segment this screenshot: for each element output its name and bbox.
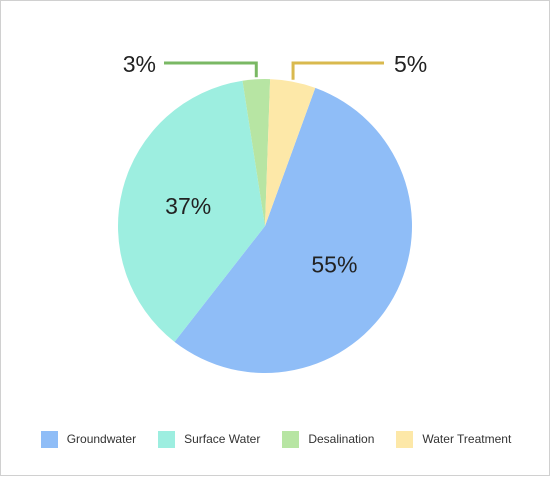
pie-slice-water-treatment <box>265 79 316 227</box>
legend-swatch-desalination <box>282 430 300 448</box>
data-label-water-treatment: 5% <box>394 51 427 77</box>
legend-label-desalination: Desalination <box>308 432 375 446</box>
pie-slice-surface-water <box>117 80 265 342</box>
legend-swatch-water-treatment <box>396 430 414 448</box>
legend-label-groundwater: Groundwater <box>66 432 137 446</box>
legend-swatch-groundwater <box>40 430 58 448</box>
legend-item-surface-water: Surface Water <box>158 430 261 448</box>
data-label-surface-water: 37% <box>165 193 211 219</box>
legend: Groundwater Surface Water Desalination Wate… <box>1 427 550 451</box>
legend-item-water-treatment: Water Treatment <box>396 430 512 448</box>
pie-slice-groundwater <box>174 87 412 374</box>
legend-swatch-surface-water <box>158 430 176 448</box>
leader-line-water-treatment <box>291 61 384 80</box>
legend-label-water-treatment: Water Treatment <box>422 432 512 446</box>
legend-label-surface-water: Surface Water <box>184 432 261 446</box>
pie-slice-desalination <box>242 79 271 226</box>
data-label-groundwater: 55% <box>311 251 357 277</box>
data-label-desalination: 3% <box>123 51 156 77</box>
leader-line-desalination <box>164 61 258 78</box>
legend-item-desalination: Desalination <box>282 430 375 448</box>
legend-item-groundwater: Groundwater <box>40 430 137 448</box>
